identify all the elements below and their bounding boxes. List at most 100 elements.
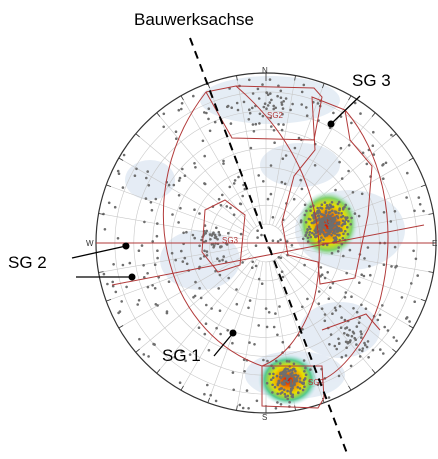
net-tick xyxy=(428,271,434,273)
pole-point xyxy=(324,234,327,238)
pole-point xyxy=(335,225,339,228)
pole-point xyxy=(318,221,322,225)
pole-point xyxy=(287,369,291,373)
pole-point xyxy=(254,122,258,126)
pole-point xyxy=(221,193,224,197)
pole-point xyxy=(364,343,367,347)
pole-point xyxy=(180,350,183,354)
pole-point xyxy=(203,392,206,396)
pole-point xyxy=(320,273,324,277)
pole-point xyxy=(320,236,323,239)
pole-point xyxy=(274,407,278,410)
pole-point xyxy=(294,369,297,373)
sg1-leader-dot xyxy=(229,329,237,337)
pole-point xyxy=(371,144,375,147)
pole-point xyxy=(117,172,121,175)
pole-point xyxy=(262,358,265,362)
pole-point xyxy=(153,287,157,290)
pole-point xyxy=(277,255,281,259)
pole-point xyxy=(174,258,177,262)
pole-point xyxy=(302,83,306,87)
pole-point xyxy=(298,380,302,383)
pole-point xyxy=(247,407,250,410)
pole-point xyxy=(327,223,330,227)
pole-point xyxy=(156,249,159,252)
pole-point xyxy=(406,171,409,175)
pole-point xyxy=(378,313,382,317)
pole-point xyxy=(347,169,350,173)
pole-point xyxy=(266,197,270,201)
pole-point xyxy=(358,348,361,352)
pole-point xyxy=(323,313,327,316)
net-tick xyxy=(420,184,426,187)
pole-point xyxy=(276,401,279,404)
grid-radial-line xyxy=(236,75,264,225)
pole-point xyxy=(330,228,334,231)
pole-point xyxy=(239,202,243,206)
pole-point xyxy=(364,307,368,311)
sg2-leader-dot-a xyxy=(122,242,130,250)
pole-point xyxy=(116,169,120,173)
sg3-leader-line xyxy=(330,95,361,125)
pole-point xyxy=(229,122,233,125)
grid-radial-line xyxy=(180,95,257,227)
pole-point xyxy=(231,371,235,374)
pole-point xyxy=(338,305,342,308)
pole-point xyxy=(282,388,286,392)
pole-point xyxy=(340,224,344,227)
pole-point xyxy=(122,153,126,157)
pole-point xyxy=(270,125,273,128)
pole-point xyxy=(214,399,218,403)
pole-point xyxy=(253,343,256,346)
pole-point xyxy=(208,233,212,236)
pole-point xyxy=(360,336,363,339)
net-tick xyxy=(348,385,352,391)
pole-point xyxy=(156,304,159,307)
pole-point xyxy=(321,213,325,216)
pole-point xyxy=(198,244,201,248)
pole-point xyxy=(314,227,318,230)
pole-point xyxy=(277,123,280,126)
pole-point xyxy=(305,209,308,213)
pole-point xyxy=(337,246,341,249)
net-tick xyxy=(236,75,238,81)
pole-point xyxy=(322,225,325,228)
pole-point xyxy=(181,260,185,263)
net-tick xyxy=(180,385,184,391)
pole-point xyxy=(185,230,188,234)
pole-point xyxy=(306,297,309,301)
pole-point xyxy=(194,166,197,169)
pole-point xyxy=(297,391,300,395)
pole-point xyxy=(306,236,310,240)
pole-point xyxy=(128,261,132,265)
pole-point xyxy=(251,106,254,110)
pole-point xyxy=(337,342,341,346)
pole-point xyxy=(229,206,232,210)
pole-point xyxy=(262,105,266,109)
pole-point xyxy=(343,220,347,224)
pole-point xyxy=(413,209,416,213)
pole-point xyxy=(358,281,361,285)
pole-point xyxy=(349,223,353,226)
pole-point xyxy=(329,230,332,233)
grid-radial-line xyxy=(283,249,426,302)
pole-point xyxy=(239,232,243,236)
pole-point xyxy=(304,373,308,377)
pole-point xyxy=(330,234,333,237)
pole-point xyxy=(300,103,304,106)
net-tick xyxy=(371,112,376,117)
pole-point xyxy=(137,249,141,252)
pole-point xyxy=(281,340,285,344)
pole-point xyxy=(366,340,370,343)
pole-point xyxy=(330,209,334,213)
pole-point xyxy=(348,248,352,252)
pole-point xyxy=(281,112,284,116)
pole-point xyxy=(203,232,206,236)
pole-point xyxy=(284,367,288,371)
pole-point xyxy=(334,210,338,214)
pole-point xyxy=(257,174,261,177)
pole-point xyxy=(209,393,212,397)
pole-point xyxy=(282,383,286,386)
pole-point xyxy=(106,282,109,286)
pole-point xyxy=(281,157,285,160)
